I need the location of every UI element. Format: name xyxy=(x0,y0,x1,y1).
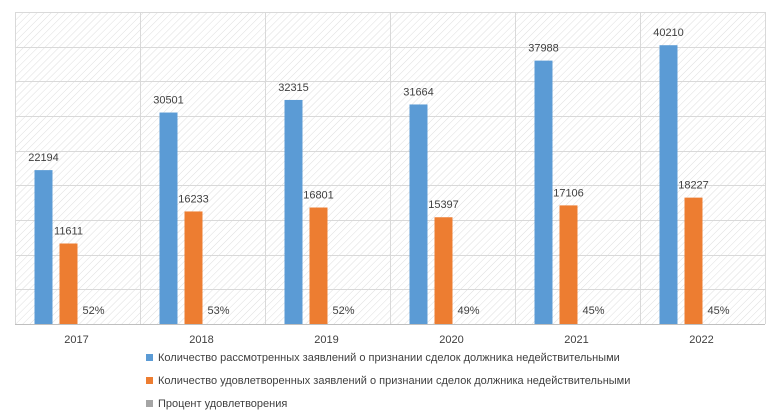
data-label-satisfied-2022: 18227 xyxy=(678,180,709,192)
bar-considered-2018 xyxy=(159,112,178,324)
data-label-satisfied-2019: 16801 xyxy=(303,190,334,202)
data-label-percent-2018: 53% xyxy=(207,305,229,317)
bar-satisfied-2017 xyxy=(59,243,78,324)
bar-considered-2020 xyxy=(409,104,428,324)
bar-satisfied-2022 xyxy=(684,197,703,324)
legend-swatch-satisfied xyxy=(146,377,153,384)
legend-item-satisfied: Количество удовлетворенных заявлений о п… xyxy=(146,369,630,392)
x-tick-label-2021: 2021 xyxy=(564,334,588,346)
data-label-considered-2021: 37988 xyxy=(528,43,559,55)
data-label-considered-2022: 40210 xyxy=(653,27,684,39)
data-label-percent-2017: 52% xyxy=(82,305,104,317)
data-label-satisfied-2020: 15397 xyxy=(428,199,459,211)
data-label-considered-2020: 31664 xyxy=(403,86,434,98)
legend-label-considered: Количество рассмотренных заявлений о при… xyxy=(158,351,620,364)
bar-satisfied-2018 xyxy=(184,211,203,324)
legend-swatch-percent xyxy=(146,400,153,407)
bar-considered-2017 xyxy=(34,170,53,324)
x-tick-label-2018: 2018 xyxy=(189,334,213,346)
x-axis: 2017 2018 2019 2020 2021 2022 xyxy=(15,324,765,346)
bar-satisfied-2020 xyxy=(434,217,453,324)
x-tick-label-2019: 2019 xyxy=(314,334,338,346)
data-label-considered-2019: 32315 xyxy=(278,82,309,94)
legend-label-satisfied: Количество удовлетворенных заявлений о п… xyxy=(158,374,631,387)
data-label-percent-2022: 45% xyxy=(707,305,729,317)
legend: Количество рассмотренных заявлений о при… xyxy=(146,346,630,415)
bars xyxy=(34,45,703,325)
data-label-percent-2020: 49% xyxy=(457,305,479,317)
bar-considered-2022 xyxy=(659,45,678,325)
legend-item-percent: Процент удовлетворения xyxy=(146,392,630,415)
bar-satisfied-2019 xyxy=(309,207,328,324)
bar-considered-2021 xyxy=(534,60,553,324)
data-labels: 22194 30501 32315 31664 37988 40210 11611 16233… xyxy=(28,27,730,317)
bar-considered-2019 xyxy=(284,99,303,324)
legend-item-considered: Количество рассмотренных заявлений о при… xyxy=(146,346,630,369)
x-tick-label-2017: 2017 xyxy=(64,334,88,346)
data-label-percent-2021: 45% xyxy=(582,305,604,317)
data-label-considered-2018: 30501 xyxy=(153,95,184,107)
data-label-percent-2019: 52% xyxy=(332,305,354,317)
gridlines xyxy=(15,12,766,325)
data-label-satisfied-2017: 11611 xyxy=(54,225,83,237)
data-label-satisfied-2018: 16233 xyxy=(178,193,209,205)
legend-label-percent: Процент удовлетворения xyxy=(158,397,288,410)
x-tick-label-2022: 2022 xyxy=(689,334,713,346)
data-label-satisfied-2021: 17106 xyxy=(553,187,584,199)
legend-swatch-considered xyxy=(146,354,153,361)
bar-satisfied-2021 xyxy=(559,205,578,324)
x-tick-label-2020: 2020 xyxy=(439,334,463,346)
data-label-considered-2017: 22194 xyxy=(28,152,59,164)
